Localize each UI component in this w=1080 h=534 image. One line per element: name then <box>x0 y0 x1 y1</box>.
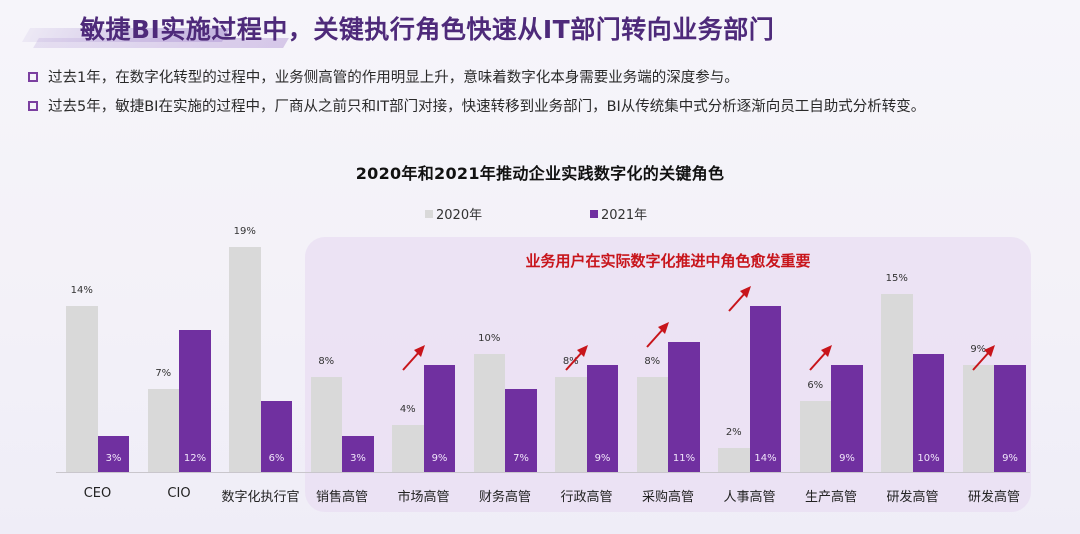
value-label-2020: 9% <box>970 344 987 356</box>
value-label-2020: 8% <box>644 356 661 368</box>
bar-2021 <box>749 306 781 472</box>
bullet-item: 过去1年，在数字化转型的过程中，业务侧高管的作用明显上升，意味着数字化本身需要业… <box>28 62 925 91</box>
bar-2020 <box>718 448 750 472</box>
bullet-item: 过去5年，敏捷BI在实施的过程中，厂商从之前只和IT部门对接，快速转移到业务部门… <box>28 91 925 120</box>
bar-2020 <box>636 377 668 472</box>
value-label-2021: 3% <box>350 453 366 464</box>
square-bullet-icon <box>28 100 38 111</box>
value-label-2021: 9% <box>839 453 855 464</box>
up-arrow-icon <box>564 345 588 372</box>
value-label-2021: 12% <box>183 453 207 464</box>
value-label-2020: 8% <box>318 356 335 368</box>
category-label: 研发高管 <box>967 490 1020 505</box>
legend-item-2020: 2020年 <box>425 204 482 223</box>
value-label-2021: 9% <box>594 453 611 464</box>
bullet-list: 过去1年，在数字化转型的过程中，业务侧高管的作用明显上升，意味着数字化本身需要业… <box>28 62 925 120</box>
x-axis-line <box>56 472 1030 473</box>
value-label-2020: 19% <box>233 225 256 237</box>
legend-label: 2021年 <box>601 208 648 223</box>
bar-2021 <box>260 400 292 472</box>
value-label-2021: 7% <box>513 453 529 464</box>
bar-2020 <box>881 294 913 472</box>
bar-2021 <box>586 365 618 472</box>
value-label-2021: 14% <box>754 453 777 464</box>
bar-2020 <box>310 377 342 472</box>
value-label-2020: 2% <box>725 427 742 439</box>
category-label: 人事高管 <box>723 490 776 505</box>
category-label: 研发高管 <box>886 490 939 505</box>
category-label: 生产高管 <box>804 490 857 505</box>
bar-2020 <box>147 389 179 472</box>
bullet-text: 过去5年，敏捷BI在实施的过程中，厂商从之前只和IT部门对接，快速转移到业务部门… <box>48 99 926 115</box>
value-label-2020: 14% <box>70 285 93 297</box>
bar-2021 <box>179 329 211 472</box>
bar-2020 <box>962 365 994 472</box>
value-label-2021: 10% <box>917 453 940 464</box>
chart-title: 2020年和2021年推动企业实践数字化的关键角色 <box>355 164 725 183</box>
up-arrow-icon <box>727 286 751 312</box>
value-label-2020: 15% <box>885 273 908 285</box>
up-arrow-icon <box>809 345 832 372</box>
value-label-2020: 4% <box>399 403 416 415</box>
category-label: 财务高管 <box>478 490 531 505</box>
bar-2020 <box>66 306 98 472</box>
up-arrow-icon <box>646 321 669 348</box>
value-label-2021: 3% <box>105 453 122 464</box>
bar-2021 <box>423 365 455 472</box>
up-arrow-icon <box>401 345 425 372</box>
category-label: 数字化执行官 <box>221 490 300 505</box>
legend-swatch-icon <box>590 209 598 218</box>
bar-2020 <box>555 377 587 472</box>
value-label-2021: 9% <box>1002 453 1018 464</box>
legend-item-2021: 2021年 <box>590 204 647 223</box>
category-label: 市场高管 <box>397 490 450 505</box>
category-label: 采购高管 <box>641 490 694 505</box>
value-label-2020: 7% <box>155 368 172 380</box>
category-label: 行政高管 <box>560 490 613 505</box>
bar-2020 <box>473 353 505 472</box>
legend-swatch-icon <box>425 209 433 218</box>
bar-2020 <box>799 400 831 472</box>
value-label-2020: 10% <box>478 332 501 344</box>
value-label-2021: 9% <box>431 453 448 464</box>
bar-2021 <box>505 389 537 472</box>
value-label-2020: 6% <box>807 379 824 391</box>
legend-label: 2020年 <box>436 208 483 223</box>
bar-2021 <box>831 365 863 472</box>
category-label: CIO <box>167 486 191 501</box>
category-label: 销售高管 <box>315 490 368 505</box>
category-label: CEO <box>83 486 112 501</box>
value-label-2021: 11% <box>672 453 696 464</box>
bar-2021 <box>994 365 1026 472</box>
value-label-2021: 6% <box>268 453 285 464</box>
bar-2020 <box>229 246 261 472</box>
bar-2021 <box>912 353 944 472</box>
highlight-annotation: 业务用户在实际数字化推进中角色愈发重要 <box>525 252 811 270</box>
bar-2021 <box>342 436 374 472</box>
up-arrow-icon <box>972 345 995 372</box>
page-title: 敏捷BI实施过程中，关键执行角色快速从IT部门转向业务部门 <box>80 15 775 44</box>
bar-2021 <box>668 341 700 472</box>
value-label-2020: 8% <box>562 356 579 368</box>
chart-legend: 2020年 2021年 <box>0 204 1080 224</box>
bar-2021 <box>97 436 129 472</box>
bar-2020 <box>392 424 424 472</box>
square-bullet-icon <box>28 71 38 82</box>
bullet-text: 过去1年，在数字化转型的过程中，业务侧高管的作用明显上升，意味着数字化本身需要业… <box>48 70 739 86</box>
